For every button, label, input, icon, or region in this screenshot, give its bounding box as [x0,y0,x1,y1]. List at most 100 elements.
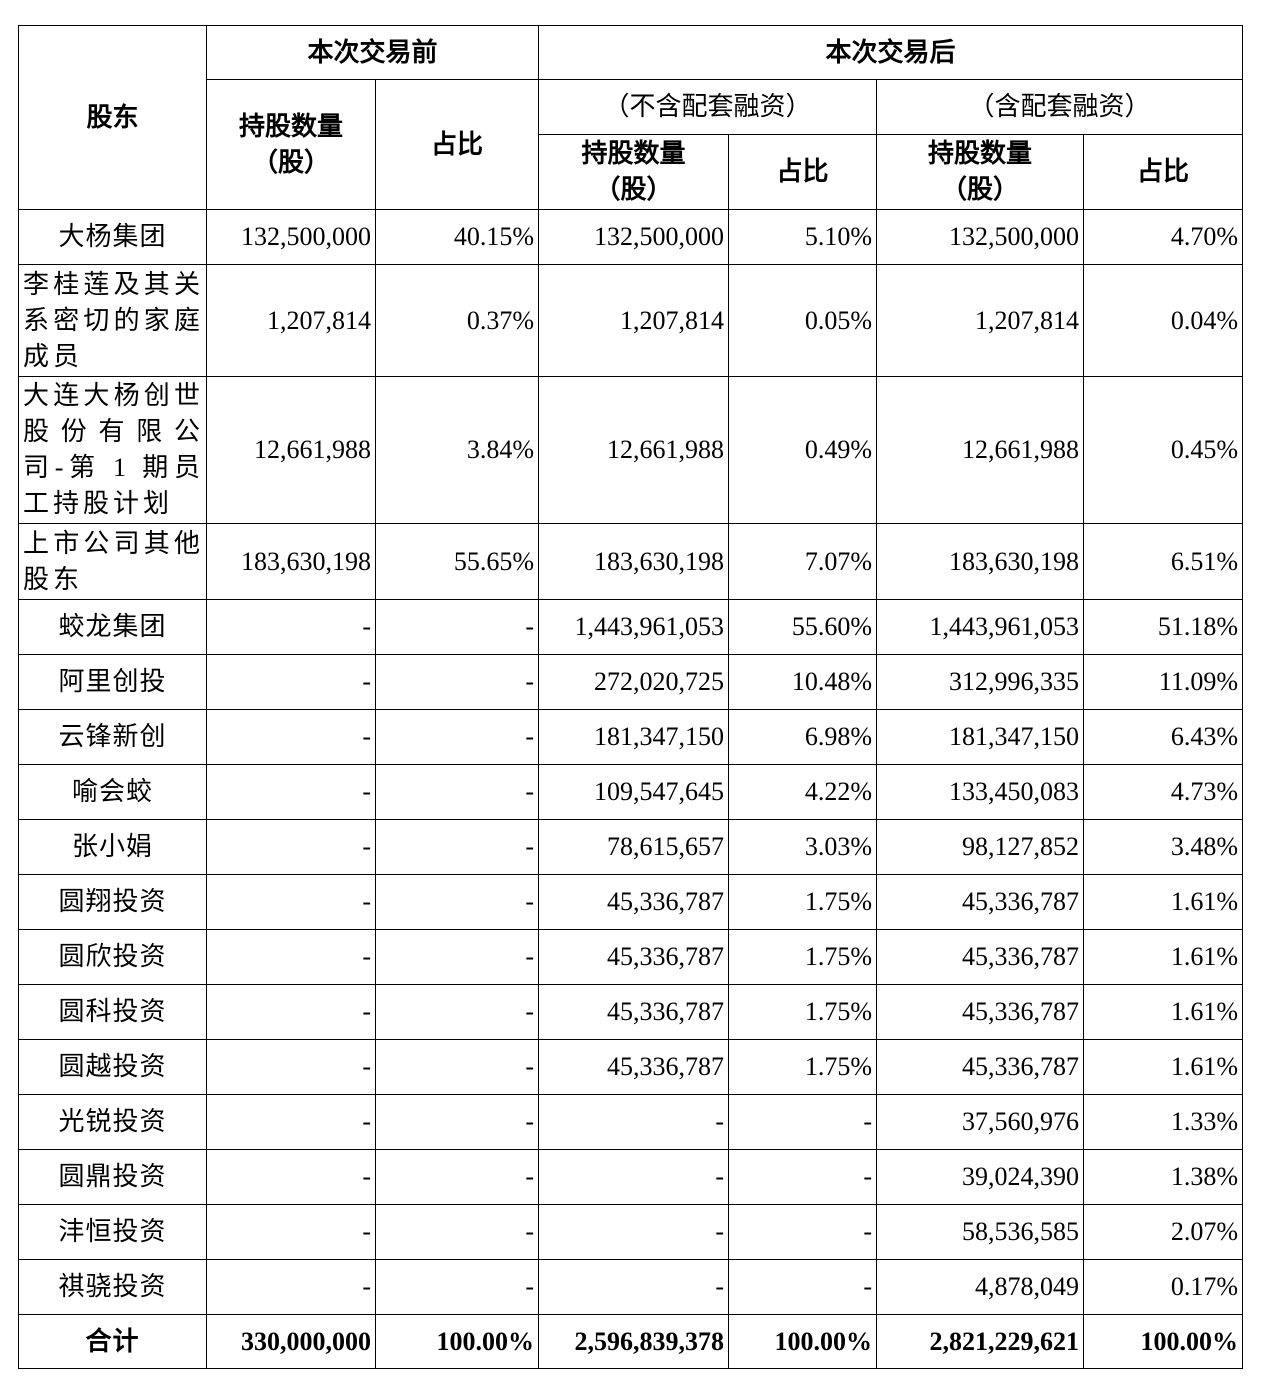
ratio-cell: 2.07% [1083,1204,1244,1260]
shareholder-name: 蛟龙集团 [18,599,207,655]
shares-cell: - [206,984,376,1040]
shares-cell: 1,207,814 [876,264,1085,377]
shares-cell: 45,336,787 [538,1039,730,1095]
shares-cell: - [538,1149,730,1205]
header-text: 持股数量 [238,111,343,141]
shares-cell: - [206,929,376,985]
ratio-cell: - [374,764,540,820]
table-body: 大杨集团 132,500,000 40.15% 132,500,000 5.10% 132… [18,209,1244,1369]
ratio-cell: 100.00% [1083,1314,1244,1369]
ratio-cell: 40.15% [374,209,540,265]
header-unit: （股） [941,175,1020,204]
header-cell: 持股数量 （股） [538,134,730,210]
ratio-cell: - [728,1259,878,1315]
ratio-cell: - [374,1149,540,1205]
table-row: 圆翔投资 - -45,336,787 1.75% 45,336,787 1.61% [18,874,1244,930]
shares-cell: 45,336,787 [538,929,730,985]
shareholder-name: 上市公司其他股东 [18,523,207,600]
ratio-cell: 1.61% [1083,1039,1244,1095]
table-row: 圆欣投资 - -45,336,787 1.75% 45,336,787 1.61% [18,929,1244,985]
shares-cell: 1,207,814 [206,264,376,377]
ratio-cell: 100.00% [728,1314,878,1369]
ratio-cell: 6.98% [728,709,878,765]
header-cell: 股东 [18,25,207,210]
ratio-cell: 3.48% [1083,819,1244,875]
shareholder-name: 圆翔投资 [18,874,207,930]
ratio-cell: - [374,874,540,930]
shares-cell: 12,661,988 [876,376,1085,524]
header-cell: 本次交易后 [538,25,1244,80]
table-row: 祺骁投资 - - - -4,878,049 0.17% [18,1259,1244,1315]
shares-cell: 132,500,000 [876,209,1085,265]
shares-cell: 181,347,150 [538,709,730,765]
shareholder-name: 祺骁投资 [18,1259,207,1315]
ratio-cell: 6.43% [1083,709,1244,765]
shareholder-name: 圆越投资 [18,1039,207,1095]
shares-cell: 132,500,000 [538,209,730,265]
header-cell: （不含配套融资） [538,79,878,135]
table-row: 大连大杨创世股份有限公司-第 1 期员工持股计划 12,661,988 3.84% 1… [18,376,1244,524]
ratio-cell: 4.70% [1083,209,1244,265]
shareholder-name: 云锋新创 [18,709,207,765]
shares-cell: 312,996,335 [876,654,1085,710]
shares-cell: 2,596,839,378 [538,1314,730,1369]
table-header: 股东 本次交易前 本次交易后 持股数量 （股） 占比 （不含配套融资） （含配套融… [18,25,1244,210]
ratio-cell: - [374,599,540,655]
shares-cell: - [538,1204,730,1260]
shares-cell: 133,450,083 [876,764,1085,820]
header-cell: 占比 [728,134,878,210]
table-row: 李桂莲及其关系密切的家庭成员 1,207,814 0.37% 1,207,814 0.0… [18,264,1244,377]
ratio-cell: 10.48% [728,654,878,710]
header-text: 持股数量 [581,139,686,168]
shares-cell: 132,500,000 [206,209,376,265]
ratio-cell: 1.75% [728,874,878,930]
shares-cell: 58,536,585 [876,1204,1085,1260]
header-cell: 持股数量 （股） [876,134,1085,210]
ratio-cell: 100.00% [374,1314,540,1369]
ratio-cell: 11.09% [1083,654,1244,710]
shareholder-name: 圆鼎投资 [18,1149,207,1205]
shares-cell: 78,615,657 [538,819,730,875]
shares-cell: - [206,764,376,820]
header-unit: （股） [594,175,673,204]
shares-cell: - [206,1039,376,1095]
ratio-cell: 7.07% [728,523,878,600]
ratio-cell: 0.49% [728,376,878,524]
shares-cell: - [206,874,376,930]
ratio-cell: 4.22% [728,764,878,820]
shares-cell: 183,630,198 [206,523,376,600]
shares-cell: - [206,1094,376,1150]
ratio-cell: - [374,819,540,875]
shares-cell: 2,821,229,621 [876,1314,1085,1369]
ratio-cell: 0.05% [728,264,878,377]
header-cell: （含配套融资） [876,79,1244,135]
shares-cell: 12,661,988 [206,376,376,524]
table-row: 阿里创投 - -272,020,725 10.48% 312,996,335 11.09% [18,654,1244,710]
shares-cell: 4,878,049 [876,1259,1085,1315]
ratio-cell: - [374,929,540,985]
header-unit: （股） [251,147,330,177]
shareholder-name: 光锐投资 [18,1094,207,1150]
shares-cell: 1,443,961,053 [538,599,730,655]
shares-cell: 109,547,645 [538,764,730,820]
shareholder-name: 张小娟 [18,819,207,875]
header-row: 股东 本次交易前 本次交易后 [18,25,1244,210]
ratio-cell: 0.17% [1083,1259,1244,1315]
ratio-cell: - [374,709,540,765]
shareholder-name: 圆欣投资 [18,929,207,985]
table-row: 喻会蛟 - -109,547,645 4.22% 133,450,083 4.73% [18,764,1244,820]
header-row: 持股数量 （股） 占比 持股数量 （股） 占比 [19,134,1244,210]
header-cell: 持股数量 （股） [206,79,376,210]
ratio-cell: 5.10% [728,209,878,265]
shares-cell: - [206,1204,376,1260]
shares-cell: - [206,654,376,710]
ratio-cell: - [374,1259,540,1315]
shares-cell: 330,000,000 [206,1314,376,1369]
shares-cell: 39,024,390 [876,1149,1085,1205]
shares-cell: 45,336,787 [876,929,1085,985]
ratio-cell: - [728,1149,878,1205]
header-cell: 占比 [374,79,540,210]
shares-cell: 183,630,198 [538,523,730,600]
ratio-cell: 0.45% [1083,376,1244,524]
